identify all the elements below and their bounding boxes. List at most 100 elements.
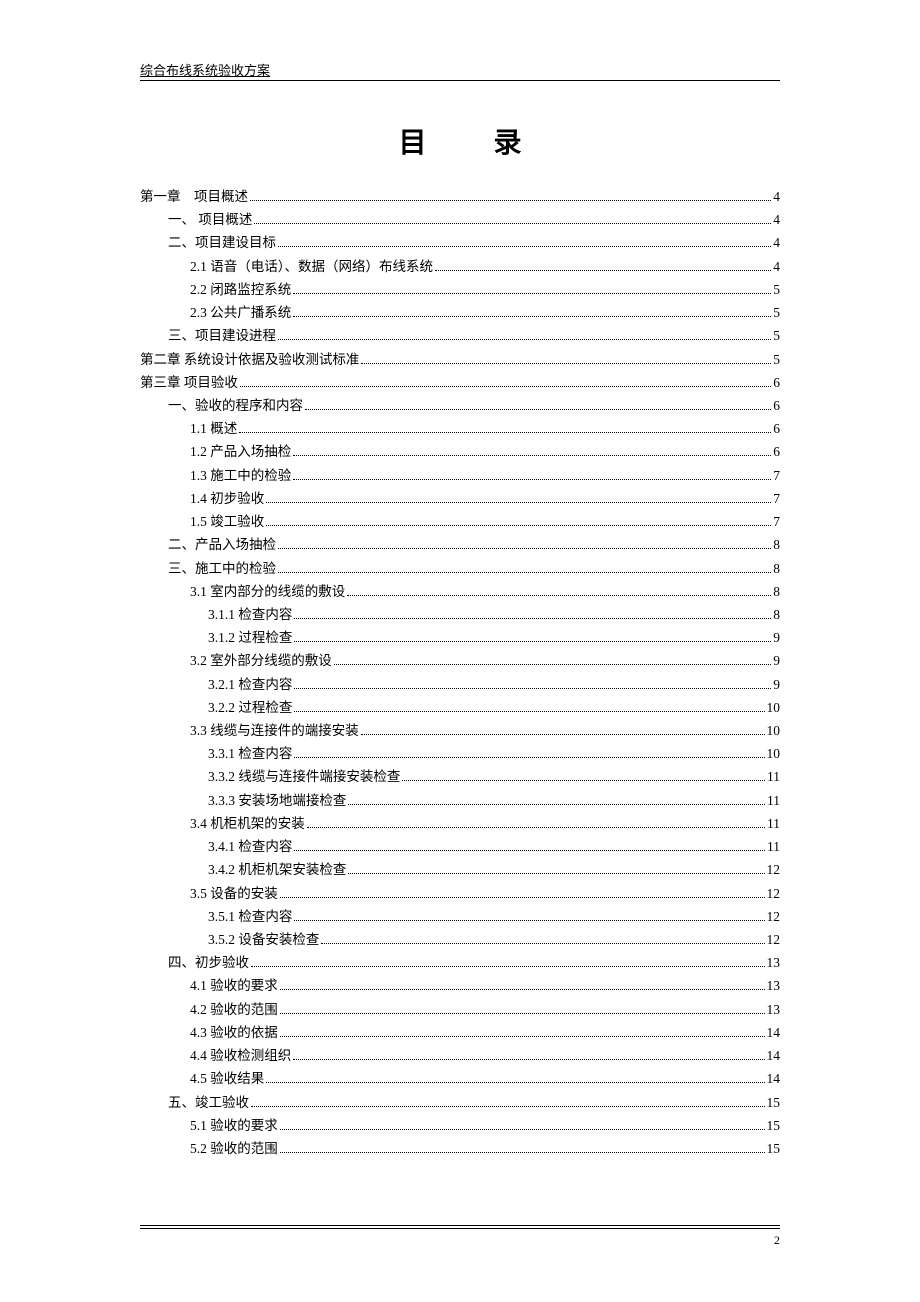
toc-entry[interactable]: 4.1 验收的要求 13 [140,974,780,997]
toc-entry[interactable]: 3.4.1 检查内容 11 [140,835,780,858]
toc-entry-label: 3.4 机柜机架的安装 [190,812,305,835]
toc-entry[interactable]: 4.3 验收的依据 14 [140,1021,780,1044]
toc-entry-label: 五、竣工验收 [168,1091,249,1114]
toc-entry-page: 13 [767,974,781,997]
toc-entry-label: 一、验收的程序和内容 [168,394,303,417]
toc-entry-page: 11 [767,789,780,812]
toc-entry[interactable]: 第二章 系统设计依据及验收测试标准5 [140,348,780,371]
toc-entry[interactable]: 5.2 验收的范围15 [140,1137,780,1160]
toc-entry[interactable]: 3.1.1 检查内容 8 [140,603,780,626]
toc-entry[interactable]: 三、施工中的检验8 [140,557,780,580]
toc-entry-label: 二、项目建设目标 [168,231,276,254]
toc-leader-dots [347,584,771,596]
toc-entry-page: 5 [773,278,780,301]
toc-entry-page: 8 [773,580,780,603]
toc-entry-page: 6 [773,394,780,417]
toc-entry-page: 6 [773,371,780,394]
document-title: 目 录 [140,121,780,161]
toc-entry-label: 3.3.1 检查内容 [208,742,292,765]
toc-entry[interactable]: 2.3 公共广播系统5 [140,301,780,324]
toc-entry-label: 3.4.1 检查内容 [208,835,292,858]
toc-leader-dots [280,979,765,991]
toc-leader-dots [251,955,765,967]
toc-entry[interactable]: 4.2 验收的范围13 [140,998,780,1021]
toc-entry[interactable]: 第三章 项目验收6 [140,371,780,394]
toc-entry-page: 6 [773,417,780,440]
toc-entry[interactable]: 四、初步验收13 [140,951,780,974]
toc-leader-dots [294,746,764,758]
toc-entry[interactable]: 3.5.2 设备安装检查 12 [140,928,780,951]
toc-leader-dots [278,537,771,549]
page-number: 2 [140,1233,780,1248]
toc-entry[interactable]: 三、项目建设进程5 [140,324,780,347]
toc-leader-dots [293,1048,764,1060]
toc-entry[interactable]: 1.3 施工中的检验7 [140,464,780,487]
toc-entry[interactable]: 1.1 概述6 [140,417,780,440]
header-title: 综合布线系统验收方案 [140,60,780,80]
toc-entry-label: 第一章 项目概述 [140,185,248,208]
toc-entry-page: 15 [767,1137,781,1160]
toc-entry-label: 3.1.2 过程检查 [208,626,292,649]
toc-entry-label: 一、 项目概述 [168,208,252,231]
toc-entry[interactable]: 3.3.1 检查内容 10 [140,742,780,765]
toc-leader-dots [361,352,771,364]
toc-leader-dots [239,421,771,433]
toc-entry-label: 4.5 验收结果 [190,1067,264,1090]
toc-leader-dots [435,259,771,271]
toc-entry-label: 3.1.1 检查内容 [208,603,292,626]
toc-entry[interactable]: 5.1 验收的要求15 [140,1114,780,1137]
toc-leader-dots [294,909,764,921]
toc-leader-dots [278,236,771,248]
toc-entry[interactable]: 3.3 线缆与连接件的端接安装10 [140,719,780,742]
toc-entry[interactable]: 4.4 验收检测组织14 [140,1044,780,1067]
toc-entry[interactable]: 1.2 产品入场抽检6 [140,440,780,463]
toc-entry[interactable]: 五、竣工验收15 [140,1091,780,1114]
toc-entry[interactable]: 二、产品入场抽检8 [140,533,780,556]
toc-entry-label: 3.3.3 安装场地端接检查 [208,789,346,812]
toc-entry-page: 13 [767,998,781,1021]
toc-entry[interactable]: 3.2.1 检查内容 9 [140,673,780,696]
toc-entry-page: 10 [767,742,781,765]
toc-entry[interactable]: 3.1 室内部分的线缆的敷设 8 [140,580,780,603]
toc-leader-dots [334,654,772,666]
toc-entry[interactable]: 4.5 验收结果 14 [140,1067,780,1090]
toc-leader-dots [402,770,765,782]
toc-leader-dots [251,1095,765,1107]
toc-entry[interactable]: 3.5.1 检查内容 12 [140,905,780,928]
toc-leader-dots [294,839,765,851]
toc-entry[interactable]: 3.5 设备的安装12 [140,882,780,905]
toc-entry[interactable]: 第一章 项目概述 4 [140,185,780,208]
toc-entry-page: 9 [773,649,780,672]
toc-entry[interactable]: 2.1 语音（电话）、数据（网络）布线系统4 [140,255,780,278]
toc-entry-page: 12 [767,882,781,905]
toc-entry[interactable]: 3.3.3 安装场地端接检查 11 [140,789,780,812]
toc-entry-page: 14 [767,1067,781,1090]
toc-entry[interactable]: 2.2 闭路监控系统5 [140,278,780,301]
toc-entry-page: 12 [767,858,781,881]
toc-leader-dots [266,514,771,526]
toc-entry-label: 4.1 验收的要求 [190,974,278,997]
toc-entry[interactable]: 1.5 竣工验收7 [140,510,780,533]
toc-leader-dots [280,1118,765,1130]
toc-entry-label: 3.3 线缆与连接件的端接安装 [190,719,359,742]
toc-entry[interactable]: 3.1.2 过程检查 9 [140,626,780,649]
toc-entry-label: 3.1 室内部分的线缆的敷设 [190,580,345,603]
toc-leader-dots [361,723,765,735]
toc-entry[interactable]: 二、项目建设目标4 [140,231,780,254]
toc-entry[interactable]: 3.2 室外部分线缆的敷设9 [140,649,780,672]
toc-entry-page: 14 [767,1021,781,1044]
toc-leader-dots [294,700,764,712]
toc-entry-page: 4 [773,185,780,208]
table-of-contents: 第一章 项目概述 4一、 项目概述 4二、项目建设目标42.1 语音（电话）、数… [140,185,780,1160]
toc-entry-page: 15 [767,1114,781,1137]
toc-entry[interactable]: 3.4 机柜机架的安装11 [140,812,780,835]
toc-entry[interactable]: 3.3.2 线缆与连接件端接安装检查 11 [140,765,780,788]
toc-leader-dots [293,468,771,480]
toc-entry-page: 11 [767,835,780,858]
toc-entry[interactable]: 3.4.2 机柜机架安装检查 12 [140,858,780,881]
toc-entry-label: 4.3 验收的依据 [190,1021,278,1044]
toc-entry[interactable]: 3.2.2 过程检查 10 [140,696,780,719]
toc-entry[interactable]: 一、验收的程序和内容 6 [140,394,780,417]
toc-entry[interactable]: 一、 项目概述 4 [140,208,780,231]
toc-entry[interactable]: 1.4 初步验收7 [140,487,780,510]
